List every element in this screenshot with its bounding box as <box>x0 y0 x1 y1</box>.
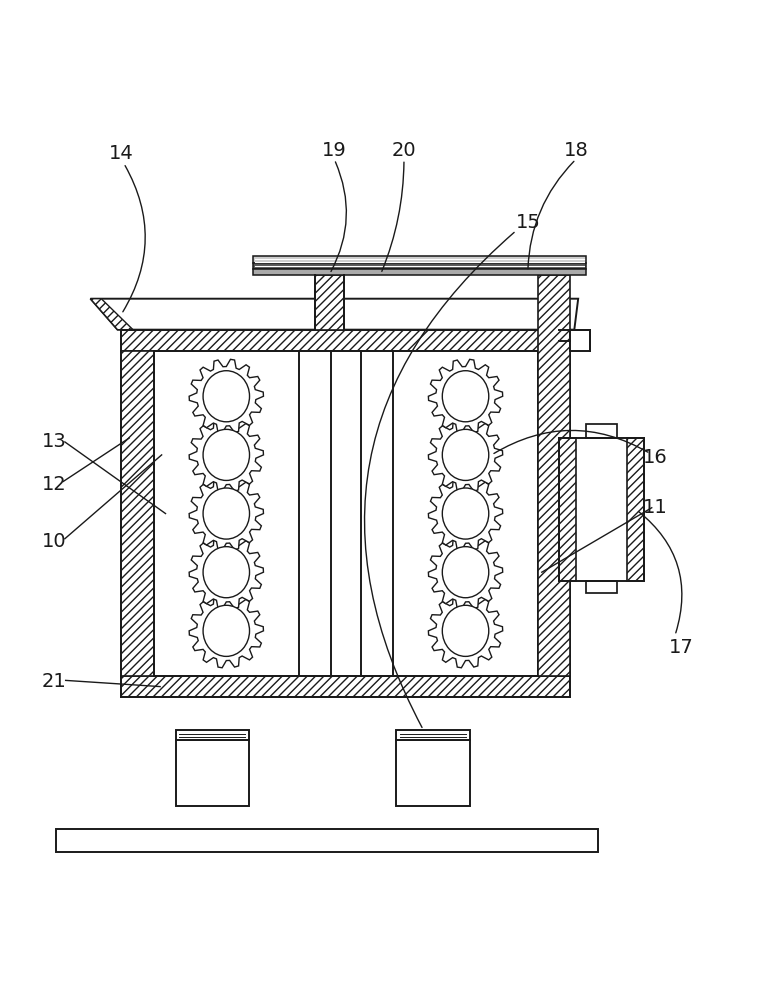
Bar <box>315 275 344 330</box>
Text: 15: 15 <box>515 213 540 232</box>
Text: 11: 11 <box>643 498 668 517</box>
FancyArrowPatch shape <box>382 162 404 271</box>
Polygon shape <box>428 535 503 609</box>
Bar <box>154 351 538 676</box>
Text: 17: 17 <box>669 638 694 657</box>
Ellipse shape <box>442 488 489 539</box>
Text: 18: 18 <box>563 141 588 160</box>
Polygon shape <box>189 418 263 492</box>
Ellipse shape <box>442 429 489 480</box>
Bar <box>56 829 598 852</box>
FancyArrowPatch shape <box>528 161 574 269</box>
Bar <box>586 581 617 593</box>
Bar <box>538 275 570 676</box>
Bar <box>361 351 393 676</box>
Ellipse shape <box>203 488 249 539</box>
Bar <box>396 730 470 740</box>
Polygon shape <box>90 299 578 330</box>
Polygon shape <box>428 477 503 550</box>
Bar <box>176 730 249 740</box>
Bar <box>253 263 586 269</box>
Ellipse shape <box>203 429 249 480</box>
Bar <box>396 740 470 806</box>
Ellipse shape <box>203 371 249 422</box>
Text: 13: 13 <box>42 432 66 451</box>
Polygon shape <box>428 594 503 668</box>
Bar <box>298 351 331 676</box>
Polygon shape <box>189 359 263 433</box>
Bar <box>586 424 617 438</box>
FancyArrowPatch shape <box>331 162 347 271</box>
FancyArrowPatch shape <box>494 430 648 453</box>
Ellipse shape <box>442 547 489 598</box>
Polygon shape <box>90 299 133 330</box>
Bar <box>559 438 644 581</box>
Bar <box>576 438 627 581</box>
Bar <box>121 330 570 351</box>
Polygon shape <box>189 477 263 550</box>
Text: 12: 12 <box>42 475 66 494</box>
FancyArrowPatch shape <box>639 511 682 633</box>
Bar <box>253 269 586 275</box>
Bar <box>253 256 586 263</box>
Bar <box>627 438 644 581</box>
Polygon shape <box>428 359 503 433</box>
Ellipse shape <box>442 605 489 656</box>
Ellipse shape <box>203 605 249 656</box>
FancyArrowPatch shape <box>364 232 514 727</box>
Ellipse shape <box>442 371 489 422</box>
Bar <box>121 351 154 676</box>
Bar <box>570 330 590 351</box>
Bar <box>538 351 570 676</box>
Text: 19: 19 <box>322 141 347 160</box>
FancyArrowPatch shape <box>123 166 145 312</box>
Polygon shape <box>428 418 503 492</box>
Polygon shape <box>189 594 263 668</box>
Text: 16: 16 <box>643 448 668 467</box>
Bar <box>121 676 570 697</box>
Text: 21: 21 <box>42 672 66 691</box>
Ellipse shape <box>203 547 249 598</box>
Text: 10: 10 <box>42 532 66 551</box>
Polygon shape <box>189 535 263 609</box>
Bar <box>559 438 576 581</box>
Bar <box>176 740 249 806</box>
Text: 14: 14 <box>109 144 134 163</box>
Text: 20: 20 <box>392 141 416 160</box>
